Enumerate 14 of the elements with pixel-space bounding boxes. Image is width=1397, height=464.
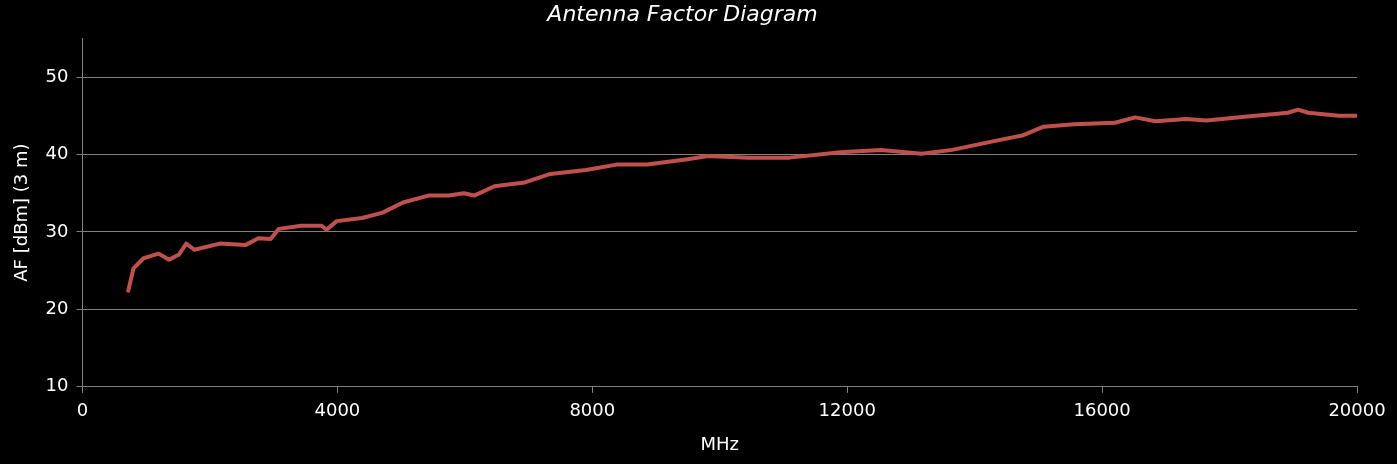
x-axis-title: MHz [700, 432, 740, 454]
chart-title: Antenna Factor Diagram [545, 0, 818, 26]
x-tick-label: 20000 [1328, 399, 1386, 421]
y-tick-label: 30 [45, 219, 69, 241]
x-tick-label: 4000 [314, 399, 361, 421]
y-tick-label: 20 [45, 297, 69, 319]
y-tick-label: 10 [45, 374, 69, 396]
y-tick-label: 40 [45, 142, 69, 164]
x-tick-label: 0 [76, 399, 89, 421]
y-tick-label: 50 [45, 64, 69, 86]
x-tick-label: 8000 [569, 399, 616, 421]
x-tick-label: 16000 [1073, 399, 1131, 421]
y-axis-title: AF [dBm] (3 m) [10, 143, 32, 282]
x-tick-label: 12000 [818, 399, 876, 421]
